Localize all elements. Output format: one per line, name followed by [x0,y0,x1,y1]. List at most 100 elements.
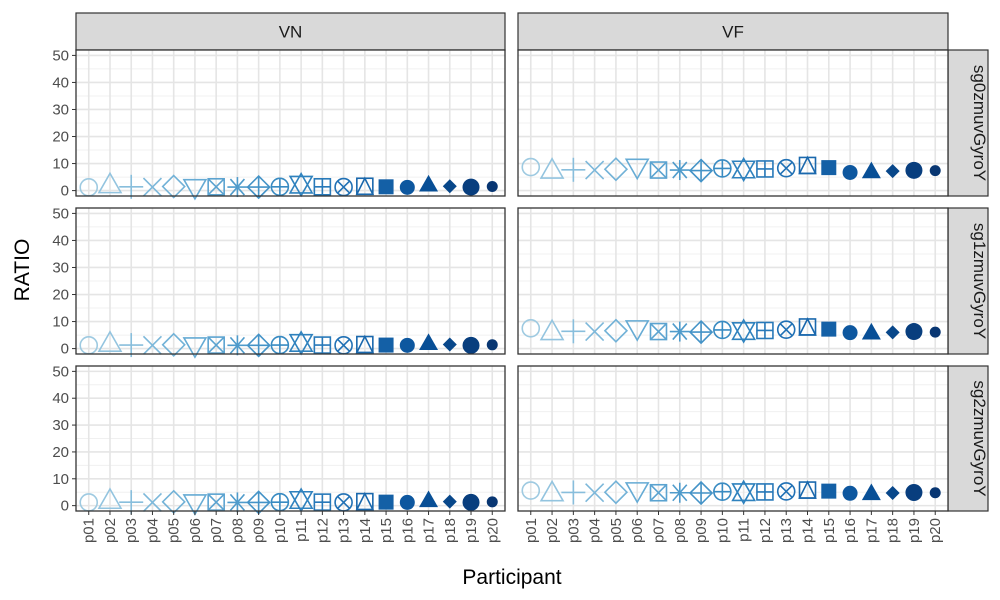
point-p10 [270,177,290,197]
point-p20 [929,487,941,499]
point-p05 [161,332,186,357]
point-p10 [713,482,732,501]
y-tick-label: 50 [52,205,69,222]
point-p04 [142,492,163,512]
point-p18 [885,486,900,501]
panel-sg1zmuvGyroY-VN [75,207,506,359]
x-tick-label-p05: p05 [608,518,625,543]
point-p10 [270,335,290,355]
point-p07 [649,322,668,341]
x-tick-label-p04: p04 [587,518,604,543]
point-p02 [539,318,565,341]
y-tick-label: 50 [52,363,69,380]
point-p07 [207,178,225,196]
point-p14 [355,491,375,511]
x-tick-label-p07: p07 [208,518,225,543]
point-p09 [688,480,714,506]
x-tick-label-p19: p19 [906,518,923,543]
panel-sg2zmuvGyroY-VF [517,365,949,512]
point-p06 [182,178,208,201]
point-p03 [119,333,144,358]
column-strip-VF [517,12,949,51]
point-p14 [798,480,817,499]
point-p08 [669,482,690,503]
point-p13 [776,320,796,339]
x-tick-label-p19: p19 [463,518,480,543]
point-p17 [861,483,881,501]
point-p01 [521,157,541,177]
point-p12 [756,483,774,501]
point-p03 [561,319,586,344]
point-p04 [142,335,163,355]
point-p02 [539,157,565,179]
x-tick-label-p06: p06 [187,518,204,543]
point-p11 [731,479,757,505]
point-p08 [227,492,248,513]
point-p11 [288,330,314,356]
y-tick-label: 30 [52,101,69,118]
row-strip-sg2zmuvGyroY [947,365,989,512]
x-tick-label-p11: p11 [736,518,753,542]
point-p16 [842,325,858,341]
x-tick-label-p05: p05 [166,518,183,543]
point-p19 [905,483,923,501]
point-p12 [756,160,774,178]
x-tick-label-p03: p03 [123,518,140,543]
y-tick-label: 0 [61,498,69,515]
row-strip-sg1zmuvGyroY [947,207,989,355]
x-tick-label-p10: p10 [714,518,731,543]
point-p15 [821,160,837,176]
x-tick-label-p07: p07 [650,518,667,543]
point-p15 [378,494,394,510]
point-p06 [624,320,650,342]
point-p16 [399,337,415,353]
point-p02 [97,487,123,510]
point-p15 [378,179,394,195]
point-p09 [246,333,271,358]
point-p06 [624,482,650,504]
x-axis-title: Participant [462,566,561,589]
point-p18 [442,179,457,194]
point-p12 [756,321,774,340]
x-tick-label-p02: p02 [544,518,561,543]
x-tick-label-p02: p02 [102,518,119,543]
point-p08 [227,335,248,356]
point-p14 [355,334,375,354]
y-tick-label: 20 [52,129,69,146]
point-p05 [161,174,186,199]
point-p07 [649,161,668,179]
x-tick-label-p08: p08 [229,518,246,543]
point-p20 [486,496,498,508]
point-p06 [182,494,208,516]
column-strip-VN [75,12,506,51]
point-p04 [585,483,605,503]
x-tick-label-p14: p14 [357,518,374,543]
point-p13 [776,482,796,501]
point-p09 [688,319,714,345]
point-p03 [561,480,586,505]
panel-border [75,365,506,512]
point-p02 [97,171,123,194]
point-p05 [603,157,629,182]
point-p05 [603,318,629,343]
y-tick-label: 10 [52,156,69,173]
point-p10 [713,159,732,178]
point-p12 [313,493,332,511]
point-p03 [561,157,586,182]
point-p11 [731,156,757,183]
point-p20 [486,181,498,193]
y-tick-label: 0 [61,341,69,358]
point-p11 [731,318,757,344]
point-p04 [585,160,605,180]
point-p19 [905,161,923,179]
y-tick-label: 0 [61,183,69,200]
point-p15 [378,337,394,353]
panel-sg0zmuvGyroY-VN [75,49,506,201]
point-p08 [669,160,690,181]
y-tick-label: 40 [52,232,69,249]
x-tick-label-p12: p12 [757,518,774,543]
y-tick-label: 40 [52,390,69,407]
row-strip-label-sg0zmuvGyroY: sg0zmuvGyroY [970,65,989,181]
point-p04 [142,177,163,197]
